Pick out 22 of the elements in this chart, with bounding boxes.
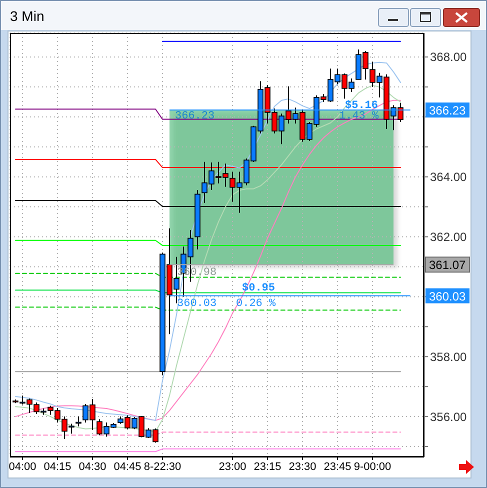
annotation: 360.03 xyxy=(177,298,217,310)
x-tick-label: 23:45 xyxy=(324,460,352,473)
x-tick-label: 04:30 xyxy=(78,460,106,473)
y-tick-label: 356.00 xyxy=(430,410,468,424)
ref-line-label: 360.03 xyxy=(429,289,466,304)
candlestick xyxy=(76,416,82,427)
x-tick-label: 04:00 xyxy=(8,460,36,473)
y-tick-label: 362.00 xyxy=(430,230,468,244)
ref-line-label: 361.07 xyxy=(429,258,466,272)
annotation: $5.16 xyxy=(345,99,378,112)
x-tick-label: 8-22:30 xyxy=(144,460,182,473)
x-tick-label: 9-00:00 xyxy=(354,460,392,473)
chart-title: 3 Min xyxy=(10,8,44,24)
x-tick-label: 23:15 xyxy=(254,460,282,473)
x-tick-label: 23:30 xyxy=(288,460,316,473)
x-tick-label: 04:45 xyxy=(114,460,142,473)
ref-line-label: 366.23 xyxy=(429,104,466,118)
y-tick-label: 364.00 xyxy=(430,170,468,184)
x-tick-label: 04:15 xyxy=(44,460,72,473)
x-tick-label: 23:00 xyxy=(218,460,246,473)
y-tick-label: 358.00 xyxy=(430,350,468,364)
y-tick-label: 368.00 xyxy=(430,50,468,64)
